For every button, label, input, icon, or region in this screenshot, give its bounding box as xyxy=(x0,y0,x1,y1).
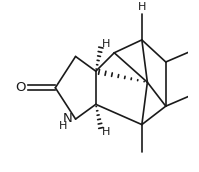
Text: O: O xyxy=(15,81,26,94)
Text: H: H xyxy=(59,121,67,131)
Text: H: H xyxy=(102,127,110,137)
Text: N: N xyxy=(62,112,72,125)
Text: H: H xyxy=(138,2,146,12)
Text: H: H xyxy=(102,39,110,49)
